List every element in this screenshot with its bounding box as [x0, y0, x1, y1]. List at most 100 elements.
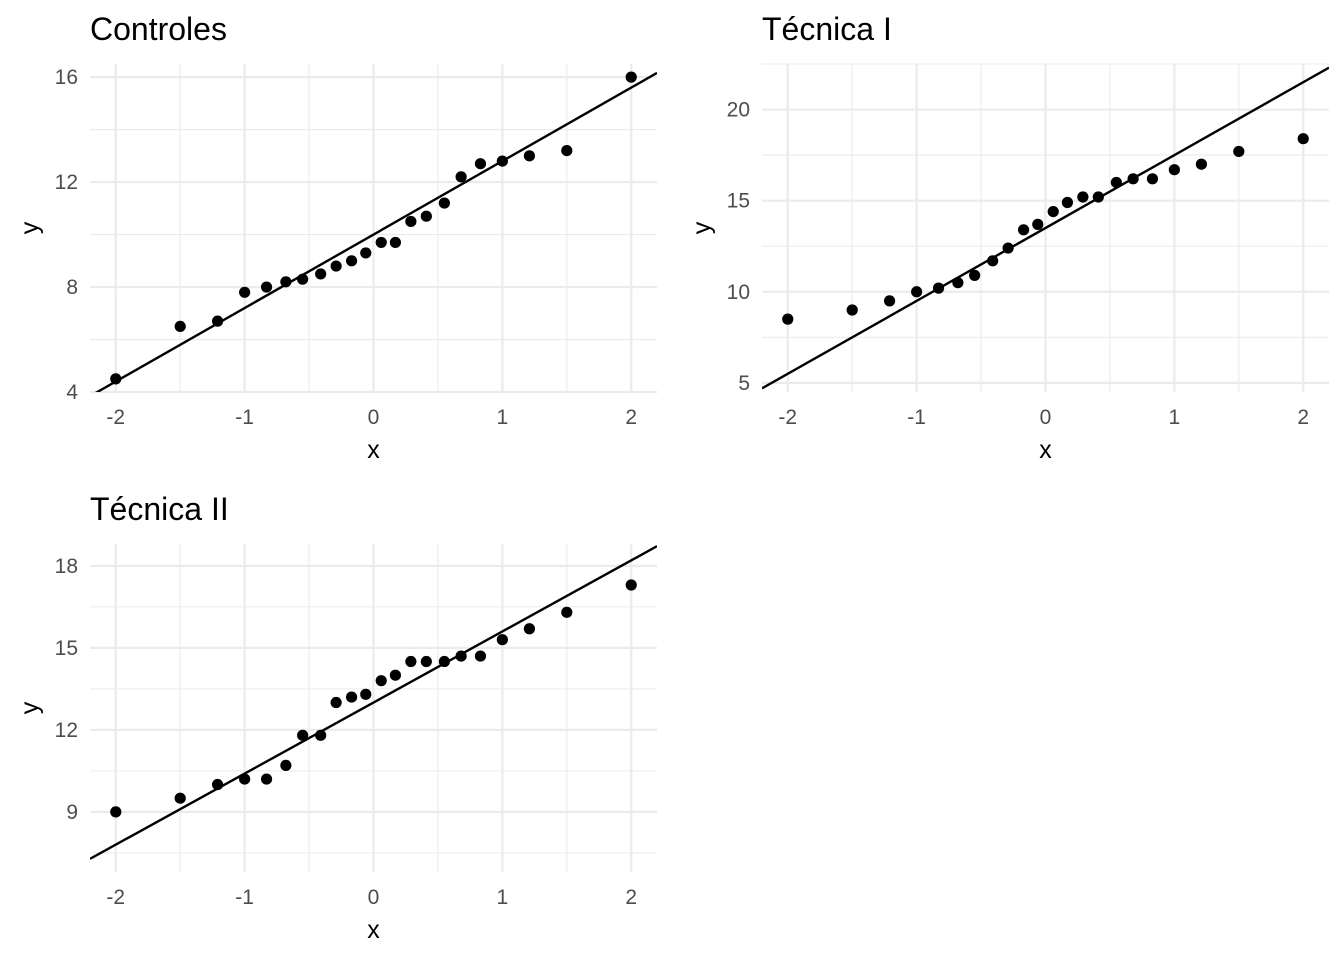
- data-point: [455, 650, 467, 662]
- data-point: [846, 304, 858, 316]
- data-point: [174, 320, 186, 332]
- data-point: [375, 236, 387, 249]
- y-tick-label: 15: [727, 190, 750, 213]
- data-point: [561, 606, 573, 618]
- points: [110, 71, 637, 385]
- y-tick-label: 20: [727, 99, 750, 122]
- data-point: [330, 696, 342, 709]
- x-tick-label: -2: [106, 406, 125, 429]
- data-point: [883, 295, 896, 307]
- reference-line: [762, 66, 1329, 390]
- x-tick-label: 1: [497, 886, 509, 909]
- panel-title: Controles: [90, 11, 227, 47]
- data-point: [474, 158, 487, 170]
- data-point: [1002, 242, 1014, 254]
- data-point: [174, 792, 186, 804]
- x-tick-label: 0: [368, 886, 380, 909]
- grid: [90, 64, 657, 394]
- data-point: [260, 281, 273, 293]
- reference-line: [90, 545, 657, 860]
- reference-line: [94, 71, 657, 392]
- data-point: [389, 236, 402, 249]
- data-point: [952, 277, 964, 289]
- data-point: [405, 655, 417, 668]
- x-tick-label: 2: [1297, 406, 1309, 429]
- y-axis-title: y: [16, 701, 44, 714]
- data-point: [474, 650, 487, 662]
- data-point: [1047, 206, 1059, 218]
- x-tick-label: 2: [625, 406, 637, 429]
- x-axis-title: x: [1039, 436, 1052, 464]
- data-point: [360, 688, 372, 700]
- data-point: [1297, 133, 1309, 145]
- data-point: [496, 155, 508, 167]
- y-tick-label: 4: [66, 381, 78, 404]
- y-tick-label: 9: [66, 801, 78, 824]
- x-tick-label: -2: [778, 406, 797, 429]
- data-point: [1061, 196, 1074, 209]
- data-point: [297, 729, 309, 741]
- x-tick-label: 0: [1040, 406, 1052, 429]
- data-point: [1233, 145, 1245, 158]
- x-axis-title: x: [367, 916, 380, 944]
- x-tick-label: -1: [235, 406, 254, 429]
- y-tick-label: 10: [727, 281, 750, 304]
- data-point: [496, 634, 508, 646]
- data-point: [360, 247, 372, 259]
- panel-title: Técnica II: [90, 491, 229, 527]
- data-point: [389, 669, 402, 681]
- data-point: [211, 778, 224, 791]
- y-tick-label: 5: [738, 372, 750, 395]
- data-point: [625, 579, 637, 591]
- data-point: [1195, 158, 1208, 170]
- data-point: [420, 210, 432, 222]
- y-axis-title: y: [688, 221, 716, 234]
- data-point: [561, 144, 573, 157]
- data-point: [911, 286, 923, 298]
- x-tick-label: -1: [907, 406, 926, 429]
- data-point: [987, 255, 999, 267]
- data-point: [1110, 176, 1122, 189]
- data-point: [1168, 164, 1180, 176]
- data-point: [239, 286, 251, 298]
- data-point: [297, 273, 309, 285]
- y-tick-label: 12: [55, 171, 78, 194]
- data-point: [260, 773, 273, 785]
- data-point: [315, 729, 327, 741]
- data-point: [330, 260, 342, 272]
- y-tick-label: 12: [55, 719, 78, 742]
- data-point: [345, 255, 358, 267]
- data-point: [932, 282, 945, 294]
- x-tick-label: -1: [235, 886, 254, 909]
- y-tick-label: 15: [55, 637, 78, 660]
- data-point: [110, 373, 122, 385]
- panel-title: Técnica I: [762, 11, 892, 47]
- data-point: [625, 71, 637, 83]
- data-point: [969, 269, 981, 281]
- y-tick-label: 8: [66, 276, 78, 299]
- data-point: [455, 171, 467, 183]
- data-point: [1092, 191, 1104, 203]
- data-point: [1146, 173, 1159, 185]
- data-point: [345, 691, 358, 703]
- data-point: [438, 197, 450, 209]
- data-point: [523, 150, 536, 162]
- data-point: [1127, 173, 1139, 185]
- data-point: [782, 313, 794, 325]
- points: [782, 133, 1309, 325]
- x-tick-label: 0: [368, 406, 380, 429]
- panel-2: -2 -1 0 1 2 5 10 15 20 x y Técnica I: [688, 11, 1329, 464]
- y-tick-label: 18: [55, 555, 78, 578]
- data-point: [1032, 218, 1044, 230]
- data-point: [375, 675, 387, 687]
- data-point: [1017, 224, 1030, 236]
- data-point: [239, 773, 251, 785]
- data-point: [1077, 191, 1089, 203]
- data-point: [280, 276, 292, 288]
- x-tick-label: -2: [106, 886, 125, 909]
- data-point: [438, 655, 450, 668]
- x-axis-title: x: [367, 436, 380, 464]
